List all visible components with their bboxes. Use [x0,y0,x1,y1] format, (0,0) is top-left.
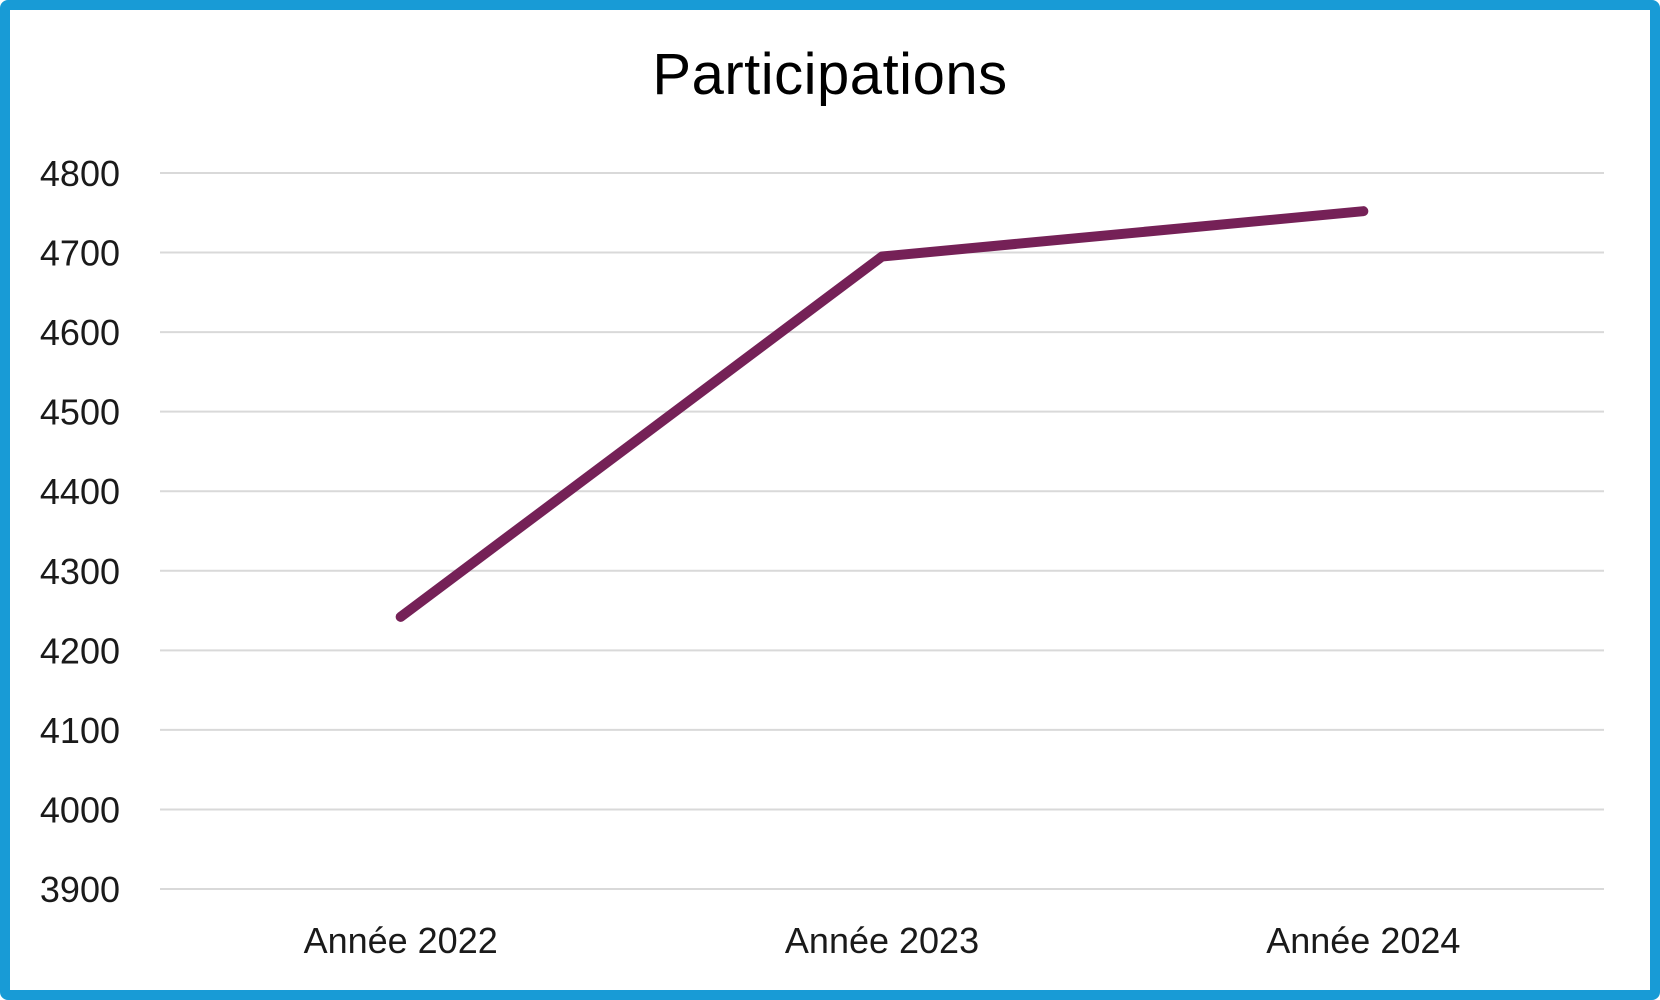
y-tick-label: 4800 [40,153,120,194]
y-tick-label: 4400 [40,471,120,512]
series-line [395,206,1369,622]
y-tick-label: 4500 [40,392,120,433]
y-tick-label: 4700 [40,233,120,274]
y-tick-label: 4600 [40,312,120,353]
x-tick-label: Année 2024 [1266,920,1460,961]
y-axis-labels: 3900 4000 4100 4200 4300 4400 4500 4600 4700 4800 [40,153,120,910]
chart-title: Participations [652,42,1008,107]
gridlines [160,172,1604,890]
x-tick-label: Année 2022 [304,920,498,961]
y-tick-label: 4100 [40,710,120,751]
line-chart: 3900 4000 4100 4200 4300 4400 4500 4600 4700 4800… [40,153,1604,961]
x-tick-label: Année 2023 [785,920,979,961]
participations-line [395,206,1369,622]
y-tick-label: 4300 [40,551,120,592]
y-tick-label: 3900 [40,869,120,910]
y-tick-label: 4000 [40,789,120,830]
y-tick-label: 4200 [40,630,120,671]
x-axis-labels: Année 2022 Année 2023 Année 2024 [304,920,1461,961]
